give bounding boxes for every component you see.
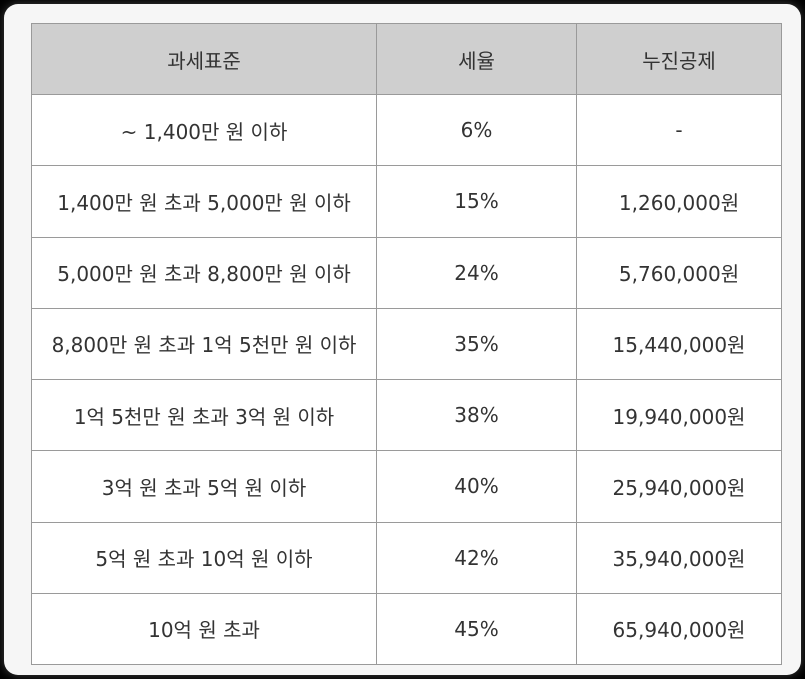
- table-row: 5억 원 초과 10억 원 이하 42% 35,940,000원: [31, 521, 782, 594]
- cell-tax-base: 3억 원 초과 5억 원 이하: [31, 450, 377, 523]
- header-progressive-deduction: 누진공제: [576, 23, 782, 95]
- cell-tax-rate: 24%: [376, 236, 577, 309]
- cell-deduction: 5,760,000원: [576, 236, 782, 309]
- table-row: 8,800만 원 초과 1억 5천만 원 이하 35% 15,440,000원: [31, 307, 782, 381]
- cell-tax-base: ~ 1,400만 원 이하: [31, 93, 377, 167]
- table-row: 10억 원 초과 45% 65,940,000원: [31, 592, 782, 666]
- screenshot-frame: 과세표준 세율 누진공제 ~ 1,400만 원 이하 6% - 1,400만 원…: [4, 4, 801, 675]
- cell-tax-base: 10억 원 초과: [31, 592, 377, 666]
- cell-tax-base: 1,400만 원 초과 5,000만 원 이하: [31, 165, 377, 238]
- cell-deduction: 19,940,000원: [576, 378, 782, 452]
- cell-deduction: 35,940,000원: [576, 521, 782, 594]
- table-row: ~ 1,400만 원 이하 6% -: [31, 93, 782, 167]
- cell-tax-rate: 38%: [376, 378, 577, 452]
- cell-tax-rate: 35%: [376, 307, 577, 381]
- table-row: 1억 5천만 원 초과 3억 원 이하 38% 19,940,000원: [31, 378, 782, 452]
- cell-tax-rate: 42%: [376, 521, 577, 594]
- cell-deduction: 15,440,000원: [576, 307, 782, 381]
- cell-tax-rate: 15%: [376, 165, 577, 238]
- cell-tax-base: 5,000만 원 초과 8,800만 원 이하: [31, 236, 377, 309]
- cell-tax-base: 8,800만 원 초과 1억 5천만 원 이하: [31, 307, 377, 381]
- cell-deduction: -: [576, 93, 782, 167]
- cell-tax-rate: 6%: [376, 93, 577, 167]
- header-tax-rate: 세율: [376, 23, 577, 95]
- header-row: 과세표준 세율 누진공제: [31, 23, 782, 95]
- cell-deduction: 1,260,000원: [576, 165, 782, 238]
- cell-deduction: 65,940,000원: [576, 592, 782, 666]
- cell-tax-base: 1억 5천만 원 초과 3억 원 이하: [31, 378, 377, 452]
- tax-rate-table: 과세표준 세율 누진공제 ~ 1,400만 원 이하 6% - 1,400만 원…: [31, 23, 782, 666]
- cell-deduction: 25,940,000원: [576, 450, 782, 523]
- cell-tax-rate: 40%: [376, 450, 577, 523]
- cell-tax-rate: 45%: [376, 592, 577, 666]
- header-tax-base: 과세표준: [31, 23, 377, 95]
- table-row: 1,400만 원 초과 5,000만 원 이하 15% 1,260,000원: [31, 165, 782, 238]
- cell-tax-base: 5억 원 초과 10억 원 이하: [31, 521, 377, 594]
- table-row: 3억 원 초과 5억 원 이하 40% 25,940,000원: [31, 450, 782, 523]
- table-row: 5,000만 원 초과 8,800만 원 이하 24% 5,760,000원: [31, 236, 782, 309]
